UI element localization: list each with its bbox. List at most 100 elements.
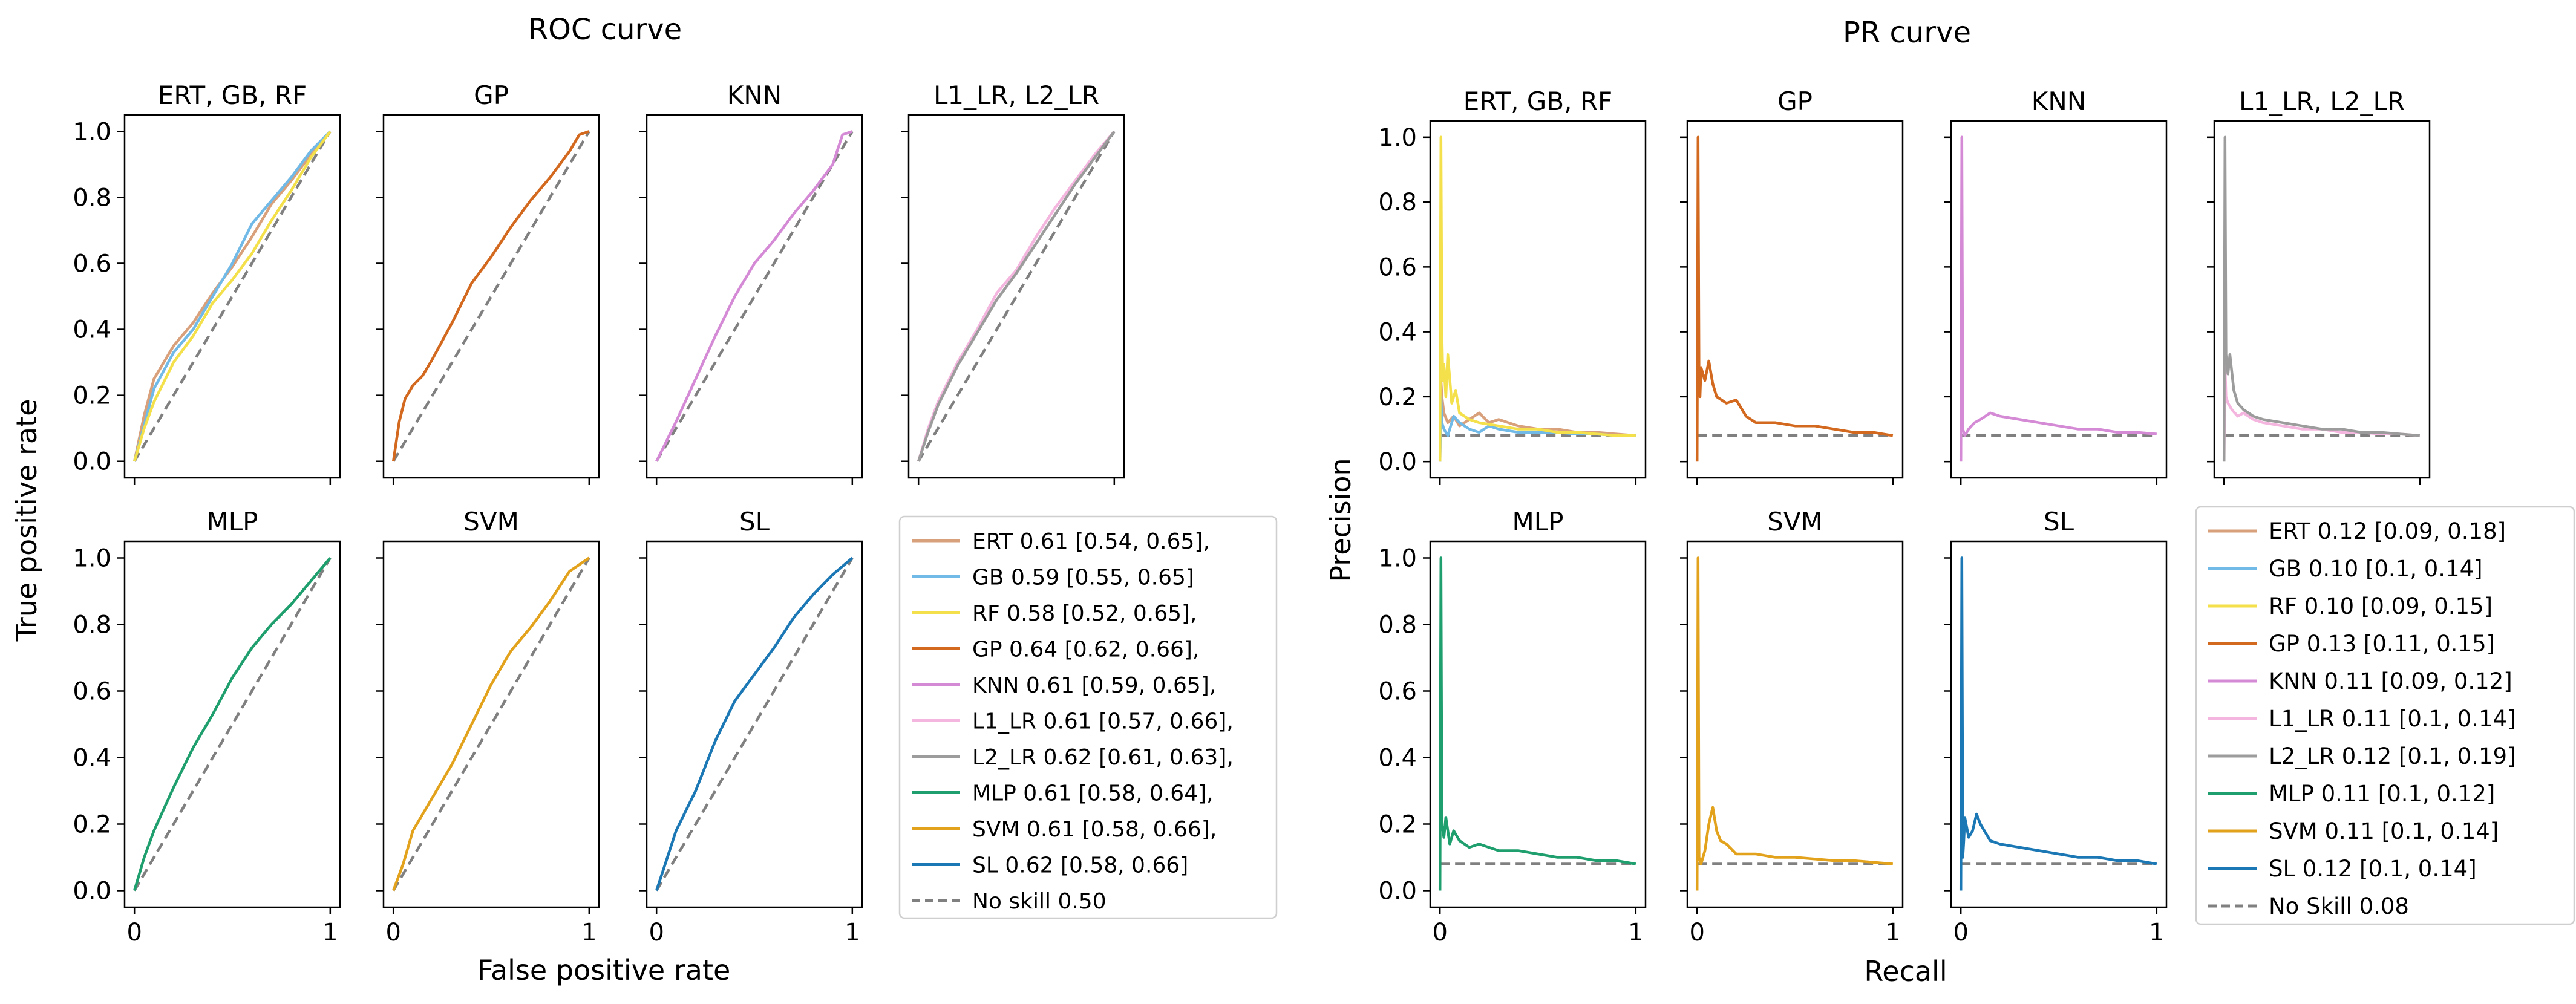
pr-title: PR curve [1843, 16, 1971, 50]
panel-title: GP [474, 80, 509, 110]
panel-title: SL [739, 507, 770, 536]
pr-panel: L1_LR, L2_LR [2207, 86, 2431, 485]
series-line-mlp [1438, 556, 1636, 891]
no-skill-line [655, 131, 854, 462]
y-tick-label: 0.8 [73, 184, 111, 212]
roc-panel: ERT, GB, RF 0.0 0.2 0.4 0.6 0.8 1.0 [73, 80, 341, 485]
roc-y-axis-label: True positive rate [10, 399, 43, 642]
series-line-sl [1959, 556, 2157, 891]
pr-panel: SL 0 1 [1944, 507, 2168, 947]
series-line-sl [655, 556, 854, 892]
legend-label: ERT 0.61 [0.54, 0.65], [972, 529, 1210, 554]
no-skill-line [133, 131, 332, 462]
roc-panels: ERT, GB, RF 0.0 0.2 0.4 0.6 0.8 1.0 GP KNN L1_LR,… [73, 80, 1125, 947]
legend-label: L1_LR 0.61 [0.57, 0.66], [972, 709, 1234, 734]
legend-entry: KNN 0.61 [0.59, 0.65], [912, 673, 1216, 698]
y-tick-label: 0.8 [73, 611, 111, 639]
x-tick-label: 0 [1689, 919, 1704, 947]
panel-title: ERT, GB, RF [1463, 86, 1612, 116]
legend-label: MLP 0.11 [0.1, 0.12] [2269, 781, 2495, 807]
pr-legend: ERT 0.12 [0.09, 0.18] GB 0.10 [0.1, 0.14]… [2195, 506, 2575, 925]
x-tick-label: 0 [649, 919, 664, 947]
legend-entry: RF 0.10 [0.09, 0.15] [2208, 593, 2493, 619]
x-tick-label: 0 [385, 919, 400, 947]
panel-title: SVM [463, 507, 519, 536]
y-tick-label: 0.0 [73, 878, 111, 905]
pr-panel: MLP 0 1 0.0 0.2 0.4 0.6 0.8 1.0 [1378, 507, 1647, 947]
pr-panel: KNN [1944, 86, 2168, 485]
series-line-knn [1959, 135, 2157, 462]
x-tick-label: 0 [1953, 919, 1968, 947]
panel-frame [2213, 120, 2431, 479]
pr-panel: GP [1680, 86, 1904, 485]
pr-panels: ERT, GB, RF 0.0 0.2 0.4 0.6 0.8 1.0 GP KNN L1_LR,… [1378, 86, 2431, 947]
panel-frame [123, 540, 341, 908]
legend-label: L1_LR 0.11 [0.1, 0.14] [2269, 706, 2516, 732]
series-line-svm [1695, 556, 1893, 891]
roc-figure: ROC curve False positive rate True posit… [10, 13, 1278, 986]
x-tick-label: 1 [322, 919, 338, 947]
no-skill-line [655, 557, 854, 892]
legend-entry: GP 0.64 [0.62, 0.66], [912, 637, 1199, 662]
no-skill-line [392, 131, 590, 462]
series-line-rf [133, 130, 332, 462]
roc-panel: MLP 0 1 0.0 0.2 0.4 0.6 0.8 1.0 [73, 507, 341, 947]
panel-frame [646, 540, 863, 908]
legend-entry: L1_LR 0.11 [0.1, 0.14] [2208, 706, 2516, 732]
x-tick-label: 1 [1628, 919, 1643, 947]
series-line-l2_lr [917, 130, 1116, 462]
panel-title: KNN [2032, 86, 2086, 116]
y-tick-label: 1.0 [73, 118, 111, 146]
panel-title: SL [2044, 507, 2074, 536]
panel-frame [1686, 120, 1904, 479]
legend-entry: MLP 0.61 [0.58, 0.64], [912, 781, 1214, 806]
panel-title: ERT, GB, RF [158, 80, 307, 110]
panel-frame [123, 114, 341, 479]
y-tick-label: 0.6 [1378, 678, 1417, 706]
legend-entry: ERT 0.61 [0.54, 0.65], [912, 529, 1210, 554]
series-line-l2_lr [2222, 135, 2420, 462]
legend-label: GP 0.64 [0.62, 0.66], [972, 637, 1199, 662]
legend-entry: L2_LR 0.12 [0.1, 0.19] [2208, 743, 2516, 769]
legend-label: GP 0.13 [0.11, 0.15] [2269, 631, 2495, 657]
legend-label: L2_LR 0.12 [0.1, 0.19] [2269, 743, 2516, 769]
legend-entry: L1_LR 0.61 [0.57, 0.66], [912, 709, 1234, 734]
legend-label: RF 0.58 [0.52, 0.65], [972, 601, 1197, 626]
y-tick-label: 0.6 [73, 250, 111, 278]
series-line-l1_lr [2222, 363, 2420, 462]
legend-label: No skill 0.50 [972, 889, 1107, 914]
legend-entry: GP 0.13 [0.11, 0.15] [2208, 631, 2495, 657]
x-tick-label: 1 [845, 919, 860, 947]
y-tick-label: 0.2 [73, 811, 111, 839]
legend-label: ERT 0.12 [0.09, 0.18] [2269, 518, 2506, 544]
y-tick-label: 0.0 [1378, 448, 1417, 476]
panel-frame [646, 114, 863, 479]
legend-label: SL 0.12 [0.1, 0.14] [2269, 856, 2477, 882]
legend-label: GB 0.10 [0.1, 0.14] [2269, 556, 2483, 582]
panel-title: MLP [207, 507, 258, 536]
roc-panel: KNN [639, 80, 863, 485]
legend-frame [2195, 506, 2575, 925]
legend-label: RF 0.10 [0.09, 0.15] [2269, 593, 2493, 619]
y-tick-label: 0.2 [73, 382, 111, 410]
roc-x-axis-label: False positive rate [477, 954, 731, 986]
roc-panel: SVM 0 1 [376, 507, 600, 947]
no-skill-line [133, 557, 332, 892]
roc-panel: GP [376, 80, 600, 485]
no-skill-line [917, 131, 1116, 462]
x-tick-label: 0 [1432, 919, 1447, 947]
legend-label: KNN 0.61 [0.59, 0.65], [972, 673, 1216, 698]
pr-panel: ERT, GB, RF 0.0 0.2 0.4 0.6 0.8 1.0 [1378, 86, 1647, 485]
panel-frame [382, 114, 600, 479]
pr-y-axis-label: Precision [1324, 458, 1357, 582]
legend-entry: SVM 0.61 [0.58, 0.66], [912, 817, 1217, 842]
legend-label: SL 0.62 [0.58, 0.66] [972, 853, 1188, 878]
legend-entry: No skill 0.50 [912, 889, 1107, 914]
legend-label: SVM 0.11 [0.1, 0.14] [2269, 818, 2499, 844]
y-tick-label: 0.2 [1378, 383, 1417, 411]
y-tick-label: 0.4 [73, 316, 111, 344]
y-tick-label: 0.4 [1378, 745, 1417, 772]
legend-entry: MLP 0.11 [0.1, 0.12] [2208, 781, 2495, 807]
panel-title: GP [1777, 86, 1813, 116]
